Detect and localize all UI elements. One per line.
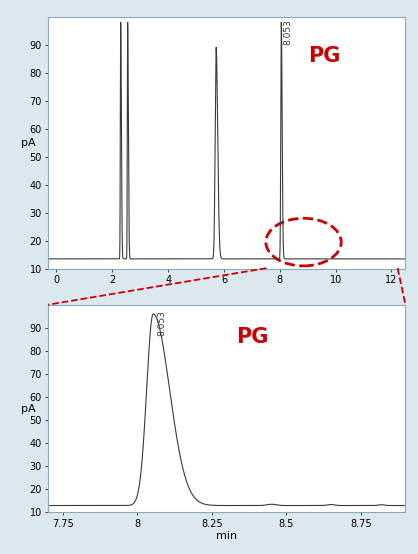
Y-axis label: pA: pA — [21, 137, 36, 148]
Text: PG: PG — [236, 327, 268, 347]
Text: 8.053: 8.053 — [158, 310, 167, 336]
Text: 8.053: 8.053 — [283, 19, 292, 45]
Y-axis label: pA: pA — [21, 403, 36, 414]
X-axis label: min: min — [216, 531, 237, 541]
Text: PG: PG — [308, 46, 340, 66]
